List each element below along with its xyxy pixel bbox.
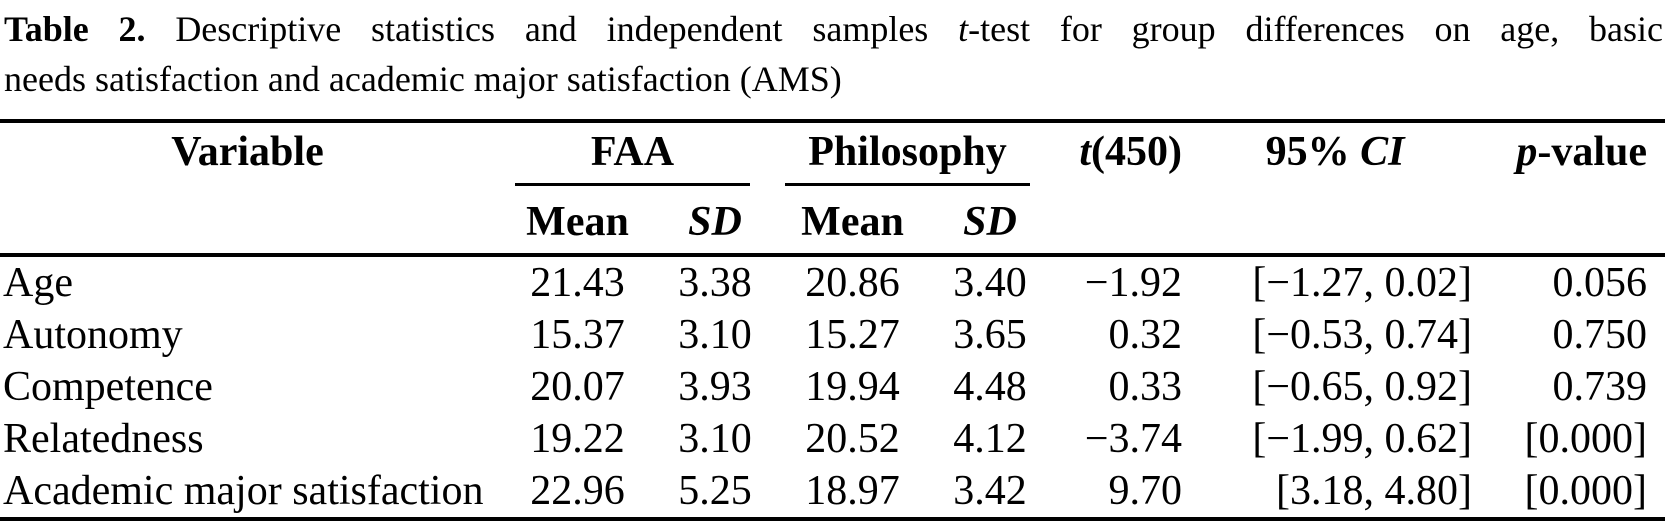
cell-t-statistic: 0.33 xyxy=(1108,364,1183,410)
col-header-t-statistic: t(450) xyxy=(1045,121,1190,255)
table-row-age: Age 21.43 3.38 20.86 3.40 −1.92 [−1.27, … xyxy=(0,255,1665,309)
faa-spanner-rule xyxy=(515,183,750,186)
table-row-relatedness: Relatedness 19.22 3.10 20.52 4.12 −3.74 … xyxy=(0,413,1665,465)
caption-line-1: Table 2. Descriptive statistics and inde… xyxy=(4,4,1663,54)
cell-variable: Relatedness xyxy=(3,416,204,462)
cell-p-value: 0.750 xyxy=(1552,312,1648,358)
cell-philosophy-mean: 19.94 xyxy=(805,364,900,410)
cell-t-statistic: 9.70 xyxy=(1108,468,1183,514)
table-row-academic-major-satisfaction: Academic major satisfaction 22.96 5.25 1… xyxy=(0,465,1665,519)
faa-group-label: FAA xyxy=(590,129,675,175)
col-group-philosophy: Philosophy xyxy=(770,121,1045,186)
caption-t-italic: t xyxy=(958,9,969,49)
cell-t-statistic: −1.92 xyxy=(1084,260,1182,306)
cell-faa-sd: 3.38 xyxy=(678,260,752,306)
col-group-faa: FAA xyxy=(495,121,770,186)
cell-ci: [3.18, 4.80] xyxy=(1276,468,1472,514)
cell-philosophy-sd: 4.12 xyxy=(953,416,1027,462)
philosophy-group-label: Philosophy xyxy=(808,129,1007,175)
col-header-faa-mean: Mean xyxy=(526,199,629,245)
table-caption: Table 2. Descriptive statistics and inde… xyxy=(0,0,1665,104)
cell-philosophy-mean: 20.52 xyxy=(805,416,900,462)
cell-faa-mean: 15.37 xyxy=(530,312,625,358)
cell-faa-mean: 19.22 xyxy=(530,416,625,462)
cell-faa-sd: 3.10 xyxy=(678,312,752,358)
table-head: Variable FAA Philosophy t(450) 95% CI p-… xyxy=(0,121,1665,255)
p-symbol: p xyxy=(1516,129,1538,175)
header-row-measures: Mean SD Mean SD xyxy=(0,186,1665,255)
cell-philosophy-mean: 20.86 xyxy=(805,260,900,306)
cell-philosophy-sd: 3.42 xyxy=(953,468,1027,514)
cell-ci: [−0.65, 0.92] xyxy=(1252,364,1472,410)
cell-variable: Academic major satisfaction xyxy=(3,468,484,514)
cell-philosophy-sd: 3.65 xyxy=(953,312,1027,358)
cell-faa-mean: 21.43 xyxy=(530,260,625,306)
table-row-autonomy: Autonomy 15.37 3.10 15.27 3.65 0.32 [−0.… xyxy=(0,309,1665,361)
cell-p-value: [0.000] xyxy=(1524,416,1647,462)
header-row-groups: Variable FAA Philosophy t(450) 95% CI p-… xyxy=(0,121,1665,186)
cell-p-value: 0.056 xyxy=(1552,260,1648,306)
cell-variable: Age xyxy=(3,260,73,306)
cell-p-value: 0.739 xyxy=(1552,364,1648,410)
col-header-ci: 95% CI xyxy=(1190,121,1480,255)
cell-p-value: [0.000] xyxy=(1524,468,1647,514)
cell-faa-mean: 20.07 xyxy=(530,364,625,410)
cell-faa-sd: 3.10 xyxy=(678,416,752,462)
col-header-philosophy-sd: SD xyxy=(963,199,1017,245)
cell-faa-mean: 22.96 xyxy=(530,468,625,514)
cell-ci: [−1.27, 0.02] xyxy=(1252,260,1472,306)
cell-ci: [−0.53, 0.74] xyxy=(1252,312,1472,358)
caption-text-after-t: -test for group differences on age, basi… xyxy=(968,9,1664,49)
table-body: Age 21.43 3.38 20.86 3.40 −1.92 [−1.27, … xyxy=(0,255,1665,519)
col-header-p-value: p-value xyxy=(1480,121,1665,255)
cell-variable: Competence xyxy=(3,364,213,410)
cell-philosophy-sd: 4.48 xyxy=(953,364,1027,410)
t-statistic-df: (450) xyxy=(1091,129,1182,175)
caption-line-2: needs satisfaction and academic major sa… xyxy=(4,59,842,99)
col-header-faa-sd: SD xyxy=(688,199,742,245)
stats-table: Variable FAA Philosophy t(450) 95% CI p-… xyxy=(0,119,1665,521)
cell-ci: [−1.99, 0.62] xyxy=(1252,416,1472,462)
cell-philosophy-mean: 18.97 xyxy=(805,468,900,514)
cell-faa-sd: 3.93 xyxy=(678,364,752,410)
cell-philosophy-sd: 3.40 xyxy=(953,260,1027,306)
caption-table-number: Table 2. xyxy=(4,9,146,49)
col-header-variable: Variable xyxy=(171,129,324,175)
caption-text-before-t: Descriptive statistics and independent s… xyxy=(175,9,929,49)
ci-symbol: CI xyxy=(1360,129,1405,175)
t-statistic-symbol: t xyxy=(1079,129,1092,175)
cell-variable: Autonomy xyxy=(3,312,183,358)
cell-faa-sd: 5.25 xyxy=(678,468,752,514)
cell-philosophy-mean: 15.27 xyxy=(805,312,900,358)
table-row-competence: Competence 20.07 3.93 19.94 4.48 0.33 [−… xyxy=(0,361,1665,413)
p-value-suffix: -value xyxy=(1537,129,1647,175)
cell-t-statistic: 0.32 xyxy=(1108,312,1183,358)
cell-t-statistic: −3.74 xyxy=(1084,416,1182,462)
ci-percent-label: 95% xyxy=(1265,129,1350,175)
col-header-philosophy-mean: Mean xyxy=(801,199,904,245)
philosophy-spanner-rule xyxy=(785,183,1030,186)
